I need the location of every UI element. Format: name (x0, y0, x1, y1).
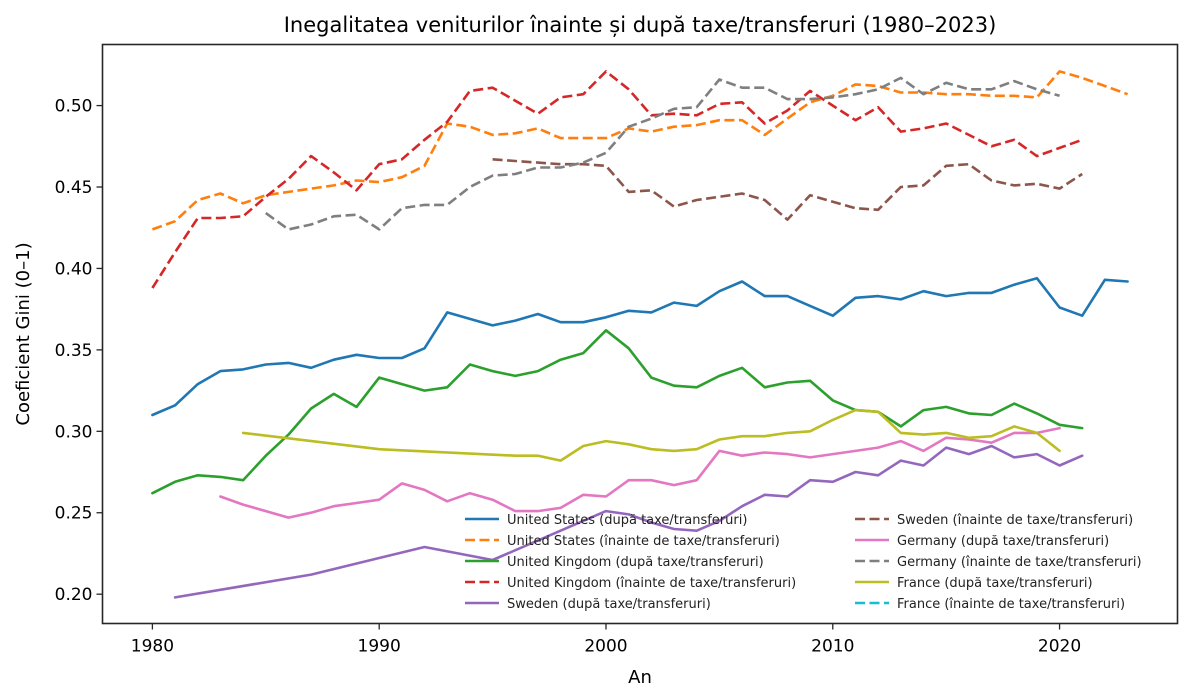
y-tick-label: 0.35 (55, 341, 93, 361)
legend: United States (după taxe/transferuri) Uni… (465, 513, 1142, 612)
series-line-3 (151, 70, 1083, 289)
legend-label: United States (înainte de taxe/transferu… (507, 534, 780, 549)
legend-label: Sweden (înainte de taxe/transferuri) (897, 513, 1133, 528)
series-line-2 (151, 328, 1084, 495)
chart-title: Inegalitatea veniturilor înainte și după… (284, 13, 997, 37)
legend-label: United States (după taxe/transferuri) (507, 513, 747, 528)
legend-label: Germany (înainte de taxe/transferuri) (897, 555, 1142, 570)
x-tick-label: 2000 (584, 637, 627, 657)
y-axis-title: Coeficient Gini (0–1) (13, 242, 34, 425)
series-line-0 (151, 276, 1129, 417)
series-line-5 (492, 158, 1083, 221)
series-line-1 (151, 70, 1129, 231)
plot-lines (151, 70, 1129, 599)
x-tick-label: 1990 (358, 637, 401, 657)
y-tick-label: 0.50 (55, 97, 93, 117)
legend-label: United Kingdom (după taxe/transferuri) (507, 555, 764, 570)
series-line-7 (265, 76, 1060, 231)
y-tick-label: 0.40 (55, 259, 93, 279)
legend-item-8: France (după taxe/transferuri) (855, 576, 1093, 591)
y-tick-label: 0.45 (55, 178, 93, 198)
legend-item-2: United Kingdom (după taxe/transferuri) (465, 555, 764, 570)
legend-item-6: Germany (după taxe/transferuri) (855, 534, 1109, 549)
legend-label: Sweden (după taxe/transferuri) (507, 597, 711, 612)
legend-item-1: United States (înainte de taxe/transferu… (465, 534, 780, 549)
y-tick-label: 0.20 (55, 585, 93, 605)
plot-frame (101, 43, 1179, 625)
x-axis-title: An (628, 667, 652, 688)
legend-label: Germany (după taxe/transferuri) (897, 534, 1109, 549)
legend-label: France (înainte de taxe/transferuri) (897, 597, 1125, 612)
series-line-8 (241, 408, 1061, 462)
series-line-6 (219, 426, 1061, 519)
x-tick-label: 2010 (811, 637, 854, 657)
y-tick-label: 0.30 (55, 422, 93, 442)
legend-label: United Kingdom (înainte de taxe/transfer… (507, 576, 796, 591)
legend-item-4: Sweden (după taxe/transferuri) (465, 597, 711, 612)
x-tick-label: 2020 (1038, 637, 1081, 657)
legend-label: France (după taxe/transferuri) (897, 576, 1093, 591)
legend-item-9: France (înainte de taxe/transferuri) (855, 597, 1125, 612)
x-tick-label: 1980 (131, 637, 174, 657)
x-axis: 1980 1990 2000 2010 2020 (131, 623, 1081, 657)
legend-item-5: Sweden (înainte de taxe/transferuri) (855, 513, 1133, 528)
legend-item-0: United States (după taxe/transferuri) (465, 513, 747, 528)
y-tick-label: 0.25 (55, 504, 93, 524)
legend-item-3: United Kingdom (înainte de taxe/transfer… (465, 576, 796, 591)
legend-item-7: Germany (înainte de taxe/transferuri) (855, 555, 1142, 570)
y-axis: 0.20 0.25 0.30 0.35 0.40 0.45 0.50 (55, 97, 103, 605)
series-line-4 (173, 444, 1084, 599)
